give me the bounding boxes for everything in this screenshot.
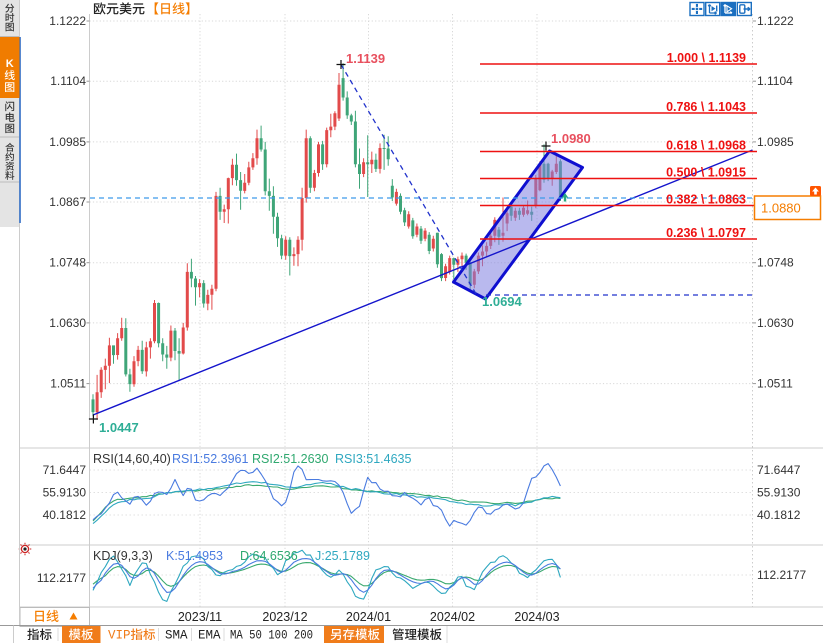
svg-text:1.1222: 1.1222 [757,14,794,28]
svg-text:D:64.6536: D:64.6536 [240,549,298,563]
svg-text:1.0511: 1.0511 [50,377,86,391]
svg-text:71.6447: 71.6447 [757,463,801,477]
svg-text:2023/11: 2023/11 [178,610,222,624]
svg-text:2024/01: 2024/01 [346,610,391,624]
svg-text:0.618 \ 1.0968: 0.618 \ 1.0968 [666,139,746,153]
svg-text:2023/12: 2023/12 [262,610,307,624]
svg-text:2024/03: 2024/03 [514,610,559,624]
svg-text:K:51.4953: K:51.4953 [166,549,223,563]
svg-text:55.9130: 55.9130 [757,486,801,500]
svg-text:RSI2:51.2630: RSI2:51.2630 [252,452,328,466]
svg-text:KDJ(9,3,3): KDJ(9,3,3) [93,549,153,563]
svg-text:2024/02: 2024/02 [430,610,475,624]
svg-text:1.1104: 1.1104 [757,74,793,88]
svg-text:1.1222: 1.1222 [49,14,86,28]
svg-text:RSI3:51.4635: RSI3:51.4635 [335,452,411,466]
svg-text:EMA: EMA [198,629,221,643]
svg-text:1.0630: 1.0630 [757,316,794,330]
svg-text:0.786 \ 1.1043: 0.786 \ 1.1043 [666,100,746,114]
svg-text:112.2177: 112.2177 [757,568,806,582]
svg-text:0.236 \ 1.0797: 0.236 \ 1.0797 [666,226,746,240]
svg-text:J:25.1789: J:25.1789 [315,549,370,563]
svg-text:71.6447: 71.6447 [43,463,87,477]
svg-text:RSI1:52.3961: RSI1:52.3961 [172,452,248,466]
svg-text:1.1139: 1.1139 [346,51,385,66]
svg-text:1.0985: 1.0985 [757,135,794,149]
svg-text:MA 50 100 200: MA 50 100 200 [230,629,313,643]
svg-text:1.0511: 1.0511 [757,377,793,391]
svg-text:1.0985: 1.0985 [49,135,86,149]
svg-text:1.0447: 1.0447 [99,420,139,435]
svg-text:40.1812: 40.1812 [43,508,87,522]
svg-text:0.500 \ 1.0915: 0.500 \ 1.0915 [666,166,746,180]
svg-text:VIP: VIP [108,629,131,643]
svg-text:112.2177: 112.2177 [37,571,86,585]
svg-text:1.0880: 1.0880 [761,201,801,216]
svg-text:1.1104: 1.1104 [50,74,86,88]
svg-text:1.0748: 1.0748 [757,256,794,270]
svg-text:RSI(14,60,40): RSI(14,60,40) [93,452,171,466]
svg-text:1.0694: 1.0694 [482,294,523,309]
svg-text:K: K [6,58,14,70]
svg-text:55.9130: 55.9130 [43,486,87,500]
svg-text:40.1812: 40.1812 [757,508,801,522]
svg-text:1.000 \ 1.1139: 1.000 \ 1.1139 [667,51,746,65]
svg-text:1.0630: 1.0630 [49,316,86,330]
svg-text:1.0980: 1.0980 [551,131,591,146]
svg-text:0.382 \ 1.0863: 0.382 \ 1.0863 [666,193,746,207]
svg-text:1.0867: 1.0867 [49,195,86,209]
svg-text:1.0748: 1.0748 [49,256,86,270]
svg-text:SMA: SMA [165,629,188,643]
